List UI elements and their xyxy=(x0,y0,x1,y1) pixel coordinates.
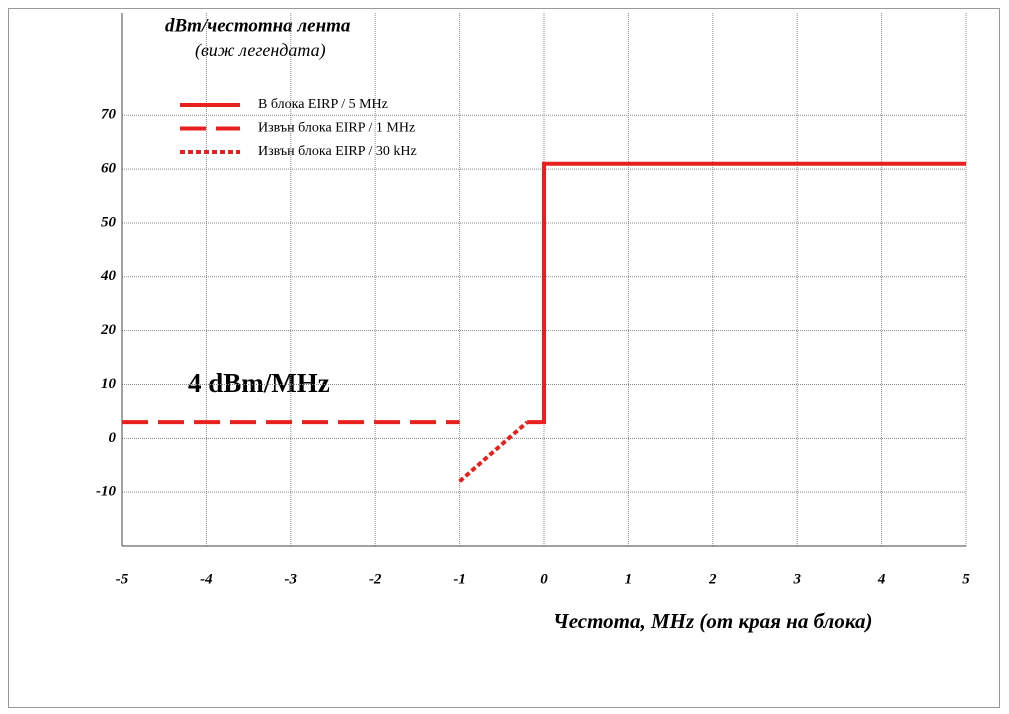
y-tick-label: -10 xyxy=(96,484,116,500)
chart-subtitle: (виж легендата) xyxy=(195,40,326,61)
series-line xyxy=(527,161,966,425)
frame xyxy=(8,8,1000,708)
series-line xyxy=(458,420,529,483)
y-tick-label: 0 xyxy=(109,430,117,446)
x-tick-label: -4 xyxy=(200,571,213,587)
x-tick-label: 4 xyxy=(877,571,886,587)
x-axis-label: Честота, MHz (от края на блока) xyxy=(553,609,872,633)
x-tick-label: -2 xyxy=(369,571,382,587)
x-tick-label: 1 xyxy=(625,571,633,587)
x-tick-label: -5 xyxy=(116,571,129,587)
y-tick-label: 10 xyxy=(101,376,117,392)
y-tick-label: 70 xyxy=(101,107,117,123)
x-tick-label: 2 xyxy=(708,571,717,587)
x-tick-label: -3 xyxy=(285,571,298,587)
y-tick-label: 40 xyxy=(100,268,117,284)
y-tick-label: 50 xyxy=(101,214,117,230)
legend-label: В блока EIRP / 5 MHz xyxy=(258,97,388,112)
x-tick-label: 3 xyxy=(792,571,801,587)
legend-label: Извън блока EIRP / 1 MHz xyxy=(258,121,415,136)
y-tick-label: 20 xyxy=(100,322,117,338)
x-tick-label: 5 xyxy=(962,571,970,587)
x-tick-label: 0 xyxy=(540,571,548,587)
x-tick-label: -1 xyxy=(453,571,466,587)
legend-label: Извън блока EIRP / 30 kHz xyxy=(258,144,417,159)
y-tick-label: 60 xyxy=(101,161,117,177)
chart-title: dBm/честотна лента xyxy=(165,15,351,36)
annotation: 4 dBm/MHz xyxy=(188,368,330,398)
